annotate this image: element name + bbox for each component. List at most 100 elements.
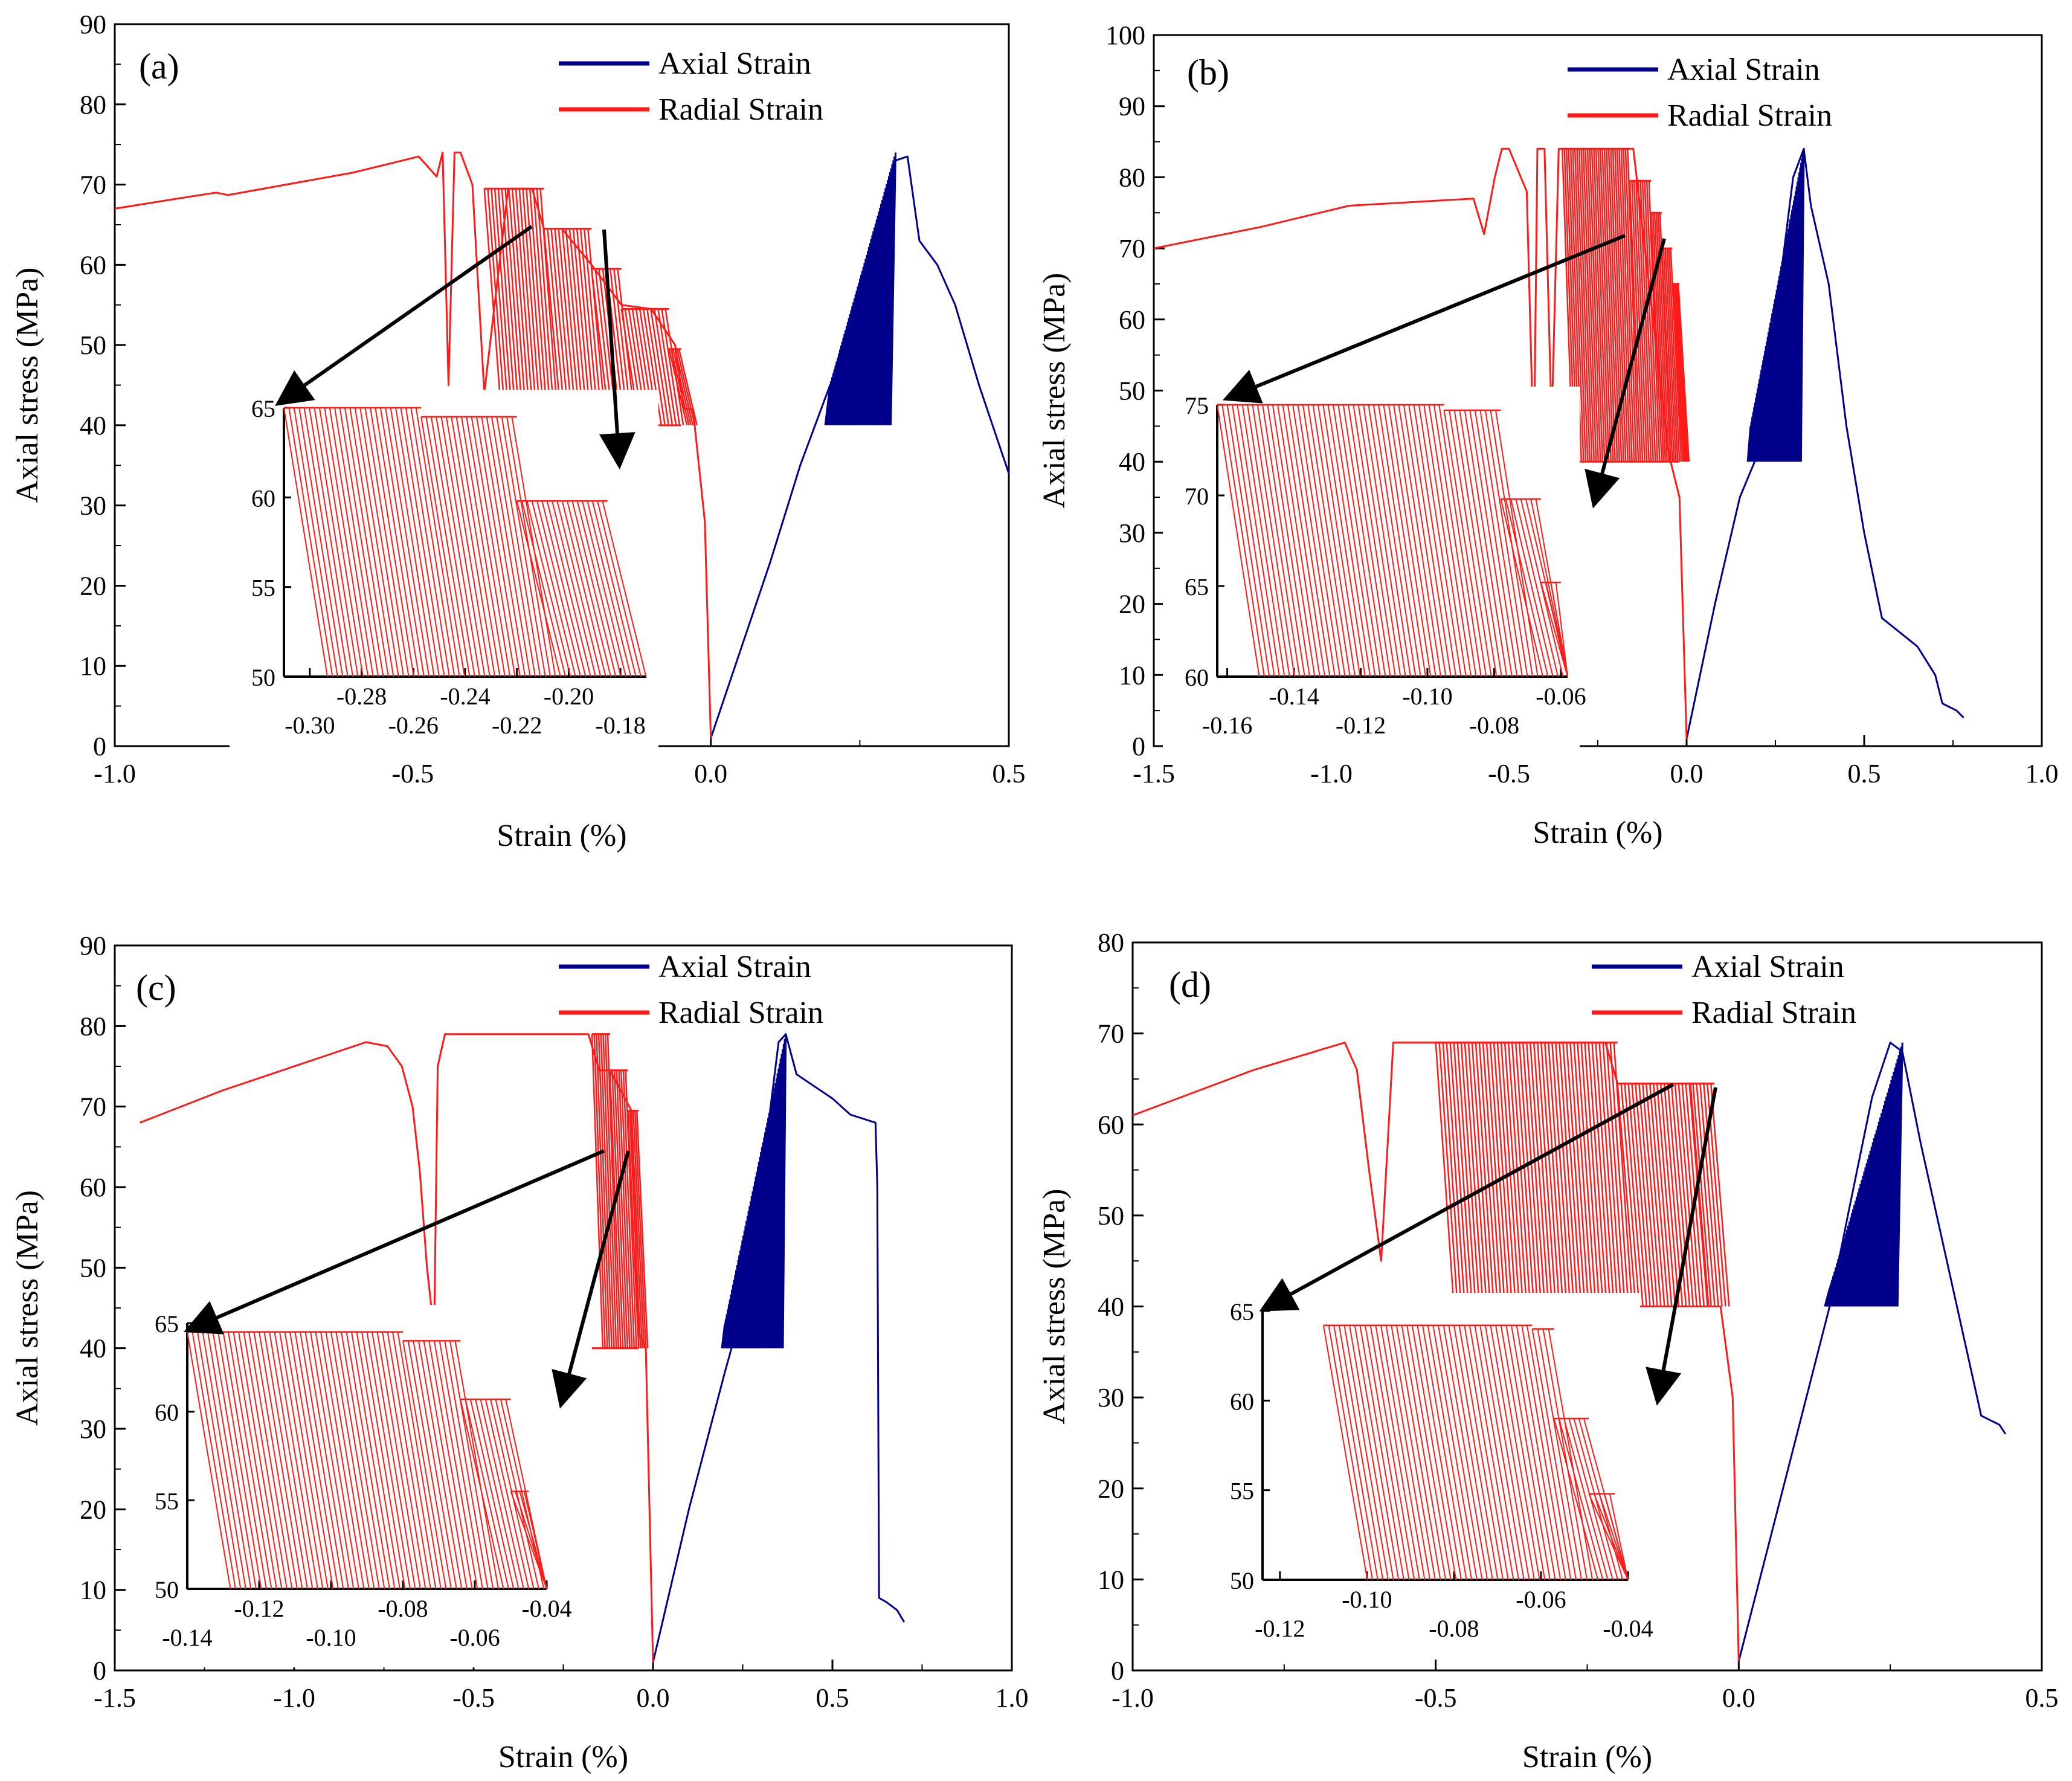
inset-radial-cycle xyxy=(465,1399,509,1589)
inset-radial-cycle xyxy=(484,1399,530,1589)
inset-radial-cycle xyxy=(392,1332,437,1589)
radial-cycle xyxy=(1599,149,1612,462)
inset-radial-cycle xyxy=(1515,498,1559,677)
axial-cycle xyxy=(1895,1046,1902,1307)
radial-cycle xyxy=(1673,283,1685,462)
inset-radial-cycle xyxy=(233,1332,277,1589)
legend-label-radial: Radial Strain xyxy=(658,92,823,127)
zoom-arrow xyxy=(1646,1087,1717,1406)
inset-radial-cycle xyxy=(1474,1325,1520,1580)
inset-radial-cycle xyxy=(495,1399,539,1589)
radial-cycle xyxy=(1460,1042,1481,1307)
radial-cycle xyxy=(1507,1042,1528,1307)
inset-radial-cycle xyxy=(1348,404,1391,677)
inset-radial-cycle xyxy=(449,1341,494,1589)
inset-radial-cycle xyxy=(1428,404,1472,677)
axial-cycle xyxy=(1876,1113,1883,1307)
y-tick-label: 65 xyxy=(155,1310,179,1338)
radial-cycle xyxy=(1661,248,1673,462)
inset-radial-cycle xyxy=(310,1332,355,1589)
inset-radial-cycle xyxy=(1453,410,1498,677)
y-tick-label: 60 xyxy=(1230,1388,1254,1415)
y-tick-label: 0 xyxy=(1132,732,1145,761)
inset-radial-cycle xyxy=(212,1332,257,1589)
radial-cycle xyxy=(602,1034,615,1348)
inset-radial-cycle xyxy=(359,407,405,677)
y-axis-title: Axial stress (MPa) xyxy=(10,268,45,503)
panel-label: (c) xyxy=(136,968,176,1008)
radial-cycle xyxy=(605,1034,617,1348)
axial-cycle xyxy=(751,1176,757,1348)
inset-radial-cycle xyxy=(1333,1325,1379,1580)
y-tick-label: 50 xyxy=(1098,1201,1124,1231)
inset-radial-cycle xyxy=(1241,404,1285,677)
inset-radial-cycle xyxy=(1349,1325,1394,1580)
inset-radial-cycle xyxy=(407,1341,452,1589)
y-tick-label: 80 xyxy=(80,90,106,120)
axial-cycle xyxy=(834,349,841,425)
axial-cycle xyxy=(1850,1200,1857,1307)
legend-label-axial: Axial Strain xyxy=(1691,950,1844,984)
axial-cycle xyxy=(1862,1159,1869,1307)
radial-cycle xyxy=(646,309,666,426)
inset-radial-cycle xyxy=(222,1332,267,1589)
inset-radial-cycle xyxy=(436,416,481,677)
inset-radial-cycle xyxy=(440,416,486,677)
inset-radial-cycle xyxy=(1411,1325,1457,1580)
radial-cycle xyxy=(1631,1083,1651,1307)
axial-cycle xyxy=(780,1043,785,1348)
axial-strain-line xyxy=(1737,1042,2007,1662)
inset-radial-cycle xyxy=(546,501,591,677)
axial-cycle xyxy=(1841,1229,1848,1307)
inset-radial-cycle xyxy=(1418,404,1462,677)
inset-radial-cycle xyxy=(1484,410,1528,677)
inset-radial-cycle xyxy=(1510,1325,1556,1580)
radial-cycle xyxy=(620,1070,633,1348)
radial-strain-line xyxy=(1132,1042,1740,1661)
inset-radial-cycle xyxy=(1378,404,1421,677)
axial-cycle xyxy=(1878,1105,1885,1307)
inset-radial-cycle xyxy=(289,1332,334,1589)
inset-radial-cycle xyxy=(536,501,582,677)
radial-cycle xyxy=(1641,181,1654,462)
axial-cycle xyxy=(877,196,884,425)
legend-label-axial: Axial Strain xyxy=(1667,53,1820,87)
inset-radial-cycle xyxy=(309,407,354,677)
inset-radial-cycle xyxy=(293,407,338,677)
radial-cycle xyxy=(1678,1083,1698,1307)
radial-cycle xyxy=(1609,1042,1629,1307)
inset-radial-cycle xyxy=(1395,1325,1441,1580)
inset-radial-cycle xyxy=(1469,410,1513,677)
inset-radial-cycle xyxy=(315,1332,359,1589)
radial-cycle xyxy=(1627,1083,1647,1307)
axial-cycle xyxy=(849,298,855,425)
axial-cycle xyxy=(777,1054,783,1348)
inset-radial-cycle xyxy=(1448,1325,1493,1580)
inset-radial-cycle xyxy=(366,1332,411,1589)
y-tick-label: 75 xyxy=(1185,392,1209,419)
inset-radial-cycle xyxy=(475,1399,520,1589)
y-tick-label: 50 xyxy=(80,1253,106,1283)
x-tick-label: -0.10 xyxy=(306,1624,356,1651)
radial-cycle xyxy=(634,1110,647,1348)
inset-radial-cycle xyxy=(314,407,359,677)
x-tick-label: -0.06 xyxy=(449,1624,500,1651)
inset-radial-cycle xyxy=(521,501,567,677)
radial-cycle xyxy=(593,1034,606,1348)
inset-radial-cycle xyxy=(1548,1329,1594,1580)
inset-radial-cycle xyxy=(417,1341,463,1589)
inset-radial-cycle xyxy=(602,501,647,677)
axial-cycle xyxy=(890,152,897,425)
axial-cycle xyxy=(872,215,879,425)
inset-radial-cycle xyxy=(1385,1325,1431,1580)
inset-radial-cycle xyxy=(1317,404,1361,677)
x-tick-label: -0.14 xyxy=(1269,683,1319,710)
inset-radial-cycle xyxy=(197,1332,242,1589)
axial-cycle xyxy=(1856,1180,1863,1307)
axial-cycle xyxy=(738,1240,744,1348)
radial-cycle xyxy=(1645,1083,1665,1307)
radial-cycle xyxy=(1649,1083,1669,1307)
axial-cycle xyxy=(842,322,849,425)
x-axis-title: Strain (%) xyxy=(1533,816,1662,850)
